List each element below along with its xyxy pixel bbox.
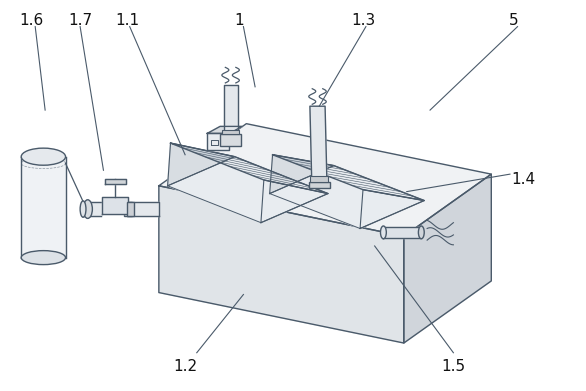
Polygon shape — [83, 202, 101, 216]
FancyBboxPatch shape — [222, 129, 239, 134]
Polygon shape — [105, 179, 125, 184]
Polygon shape — [21, 157, 66, 258]
Polygon shape — [383, 226, 421, 238]
Polygon shape — [168, 157, 328, 223]
FancyBboxPatch shape — [124, 202, 132, 216]
Polygon shape — [404, 174, 491, 343]
Polygon shape — [159, 124, 491, 236]
Polygon shape — [127, 202, 159, 216]
Polygon shape — [207, 133, 230, 150]
FancyBboxPatch shape — [309, 182, 330, 188]
Polygon shape — [103, 197, 128, 214]
Polygon shape — [360, 190, 424, 228]
FancyBboxPatch shape — [310, 176, 328, 182]
Polygon shape — [159, 186, 404, 343]
Ellipse shape — [21, 148, 66, 165]
Polygon shape — [171, 143, 328, 194]
Ellipse shape — [380, 226, 386, 239]
Polygon shape — [270, 155, 334, 194]
Polygon shape — [310, 106, 327, 178]
Polygon shape — [270, 166, 424, 228]
Text: 1.4: 1.4 — [512, 172, 536, 187]
Polygon shape — [224, 85, 237, 138]
Text: 5: 5 — [509, 13, 519, 28]
FancyBboxPatch shape — [220, 134, 241, 146]
Polygon shape — [168, 143, 234, 186]
Polygon shape — [272, 155, 424, 201]
Text: 1.6: 1.6 — [19, 13, 43, 28]
Ellipse shape — [418, 226, 424, 239]
Text: 1: 1 — [234, 13, 244, 28]
Text: 1.2: 1.2 — [173, 359, 197, 373]
Text: 1.5: 1.5 — [442, 359, 466, 373]
FancyBboxPatch shape — [127, 202, 134, 216]
Ellipse shape — [83, 200, 93, 219]
Text: 1.7: 1.7 — [69, 13, 93, 28]
Polygon shape — [207, 126, 242, 133]
Polygon shape — [261, 180, 328, 223]
Text: 1.3: 1.3 — [352, 13, 376, 28]
Ellipse shape — [80, 201, 86, 217]
Text: 1.1: 1.1 — [115, 13, 139, 28]
Ellipse shape — [21, 251, 66, 265]
